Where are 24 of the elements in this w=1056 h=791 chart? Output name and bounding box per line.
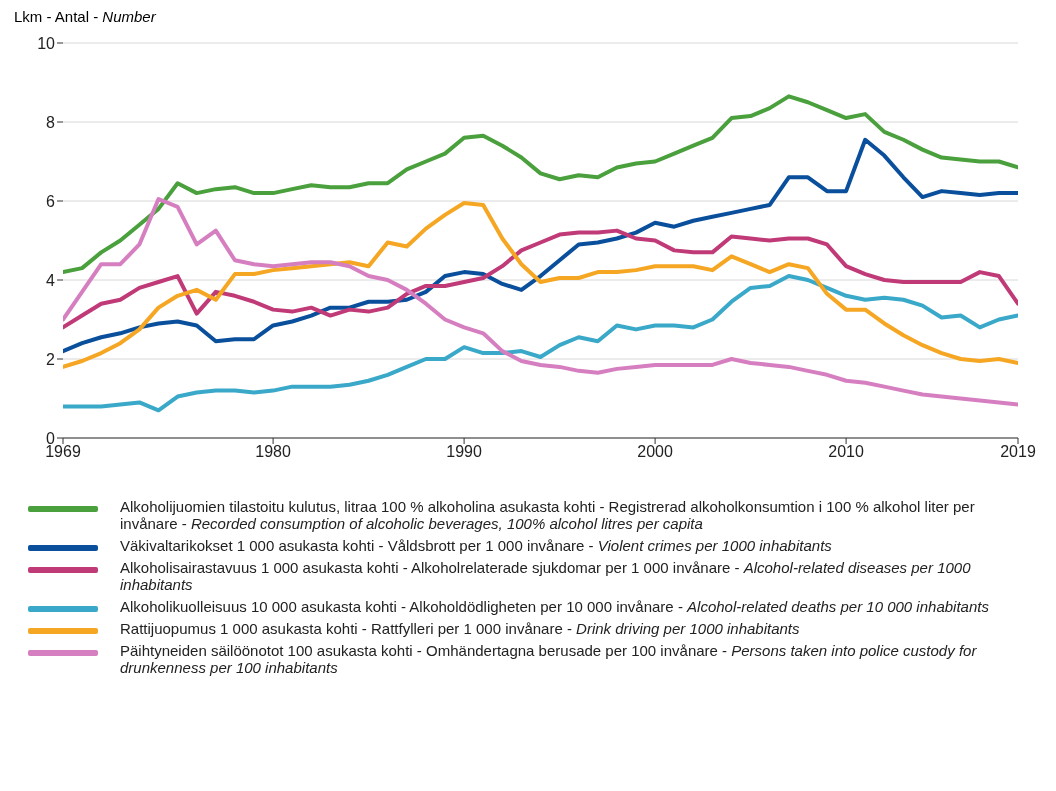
x-tick-label: 1990: [446, 443, 482, 461]
line-series: [63, 200, 1018, 369]
line-series: [63, 274, 1018, 413]
legend-label: Väkivaltarikokset 1 000 asukasta kohti - Våldsbrott per 1 000 invånare - Violent crimes per 1000 inhabitants: [120, 537, 833, 554]
x-tick-label: 2000: [637, 443, 673, 461]
y-tick-label: 8: [46, 113, 56, 131]
line-series: [63, 228, 1018, 330]
x-tick-label: 2010: [828, 443, 864, 461]
y-tick-label: 2: [46, 350, 56, 368]
y-tick-label: 10: [37, 34, 56, 52]
text: Alkoholisairastavuus 1 000 asukasta kohti - Alkoholrelaterade sjukdomar per 1 000 invånare - Alcohol-related diseases per 1000 inhabitants: [120, 559, 971, 593]
legend-label: Rattijuopumus 1 000 asukasta kohti - Rattfylleri per 1 000 invånare - Drink driving per 1000 inhabitants: [120, 620, 801, 637]
legend-label: Alkoholijuomien tilastoitu kulutus, litraa 100 % alkoholina asukasta kohti - Registrerad alkoholkonsumtion i 100 % alkohol liter per invånare - Recorded consumption of alcoholic beverages, 100% alcohol litres per capita: [120, 498, 976, 532]
line-series: [63, 137, 1018, 354]
y-axis-title: Lkm - Antal - Number: [14, 8, 157, 27]
y-tick-label: 4: [46, 271, 56, 289]
text: Päihtyneiden säilöönotot 100 asukasta kohti - Omhändertagna berusade per 100 invånare - Persons taken into police custody for drunkenness per 100 inhabitants: [120, 642, 977, 676]
line-series: [63, 94, 1018, 275]
x-tick-label: 1980: [255, 443, 291, 461]
y-tick-label: 6: [46, 192, 56, 210]
legend-label: Alkoholikuolleisuus 10 000 asukasta kohti - Alkoholdödligheten per 10 000 invånare - Alcohol-related deaths per 10 000 inhabitants: [120, 598, 990, 615]
line-series: [63, 197, 1018, 407]
x-tick-label: 2019: [1000, 443, 1036, 461]
x-tick-label: 1969: [45, 443, 81, 461]
